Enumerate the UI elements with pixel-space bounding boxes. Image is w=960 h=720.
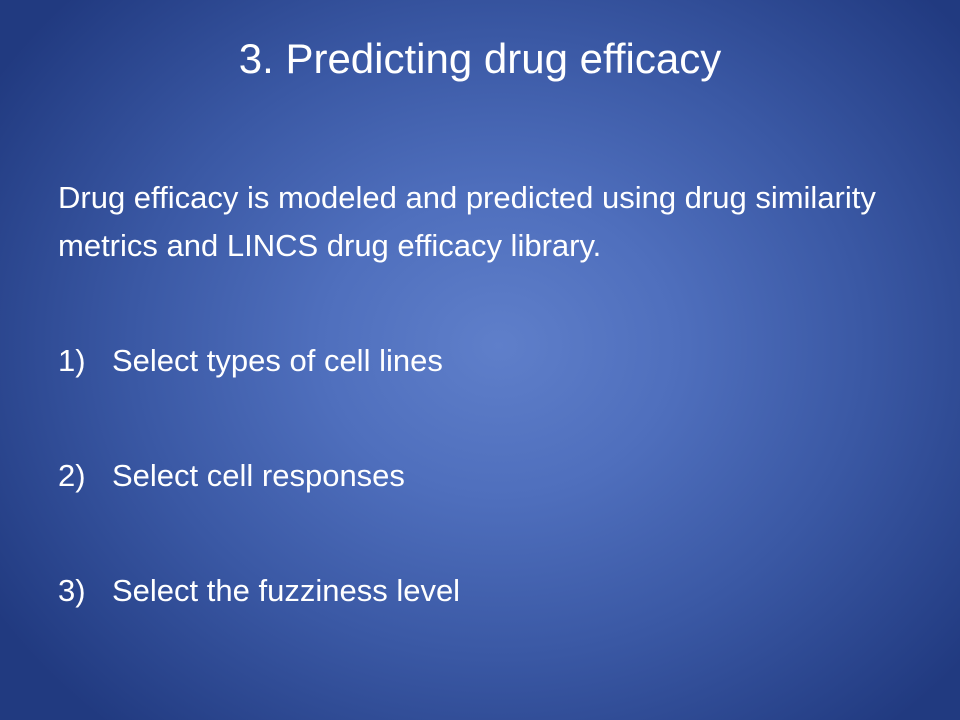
list-number: 3) — [58, 573, 86, 608]
list-item: 2) Select cell responses — [58, 452, 405, 500]
list-number: 2) — [58, 458, 86, 493]
list-number: 1) — [58, 343, 86, 378]
list-text: Select the fuzziness level — [112, 573, 461, 608]
list-item: 3) Select the fuzziness level — [58, 567, 460, 615]
list-text: Select cell responses — [112, 458, 405, 493]
list-item: 1) Select types of cell lines — [58, 337, 443, 385]
slide-title: 3. Predicting drug efficacy — [238, 35, 722, 82]
intro-paragraph: Drug efficacy is modeled and predicted u… — [58, 180, 876, 263]
list-text: Select types of cell lines — [112, 343, 443, 378]
